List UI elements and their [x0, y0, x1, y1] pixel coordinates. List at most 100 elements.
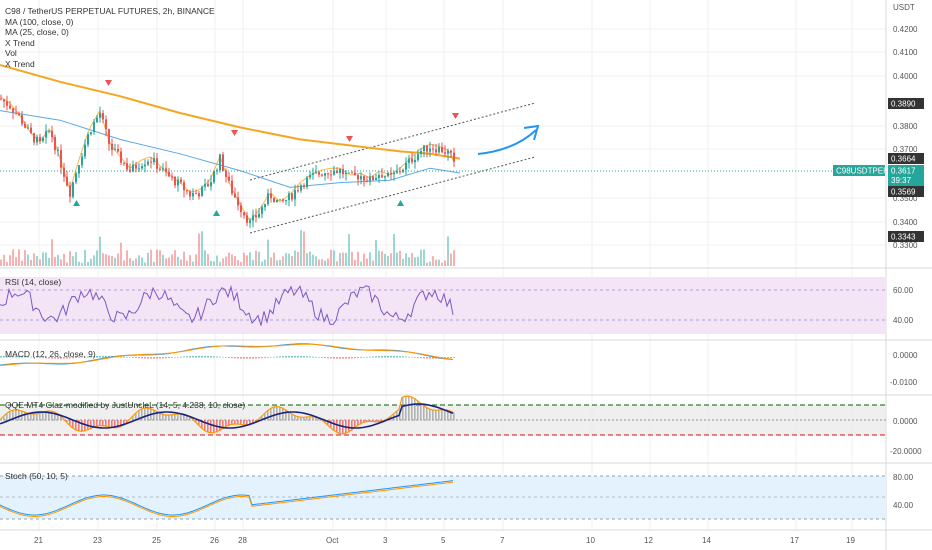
macd-hist-bar — [396, 355, 398, 358]
volume-bar — [201, 231, 203, 266]
macd-hist-bar — [303, 356, 305, 358]
candle-body — [150, 161, 152, 163]
macd-hist-bar — [429, 357, 431, 359]
volume-bar — [273, 252, 275, 266]
volume-bar — [396, 252, 398, 266]
horizontal-grid — [0, 28, 886, 246]
volume-bar — [420, 249, 422, 266]
qqe-hist-bar — [270, 408, 272, 421]
rsi-pane-title[interactable]: RSI (14, close) — [5, 277, 62, 287]
macd-hist-bar — [183, 356, 185, 358]
candle-body — [51, 130, 53, 138]
chart-title[interactable]: C98 / TetherUS PERPETUAL FUTURES, 2h, BI… — [5, 6, 215, 16]
volume-bar — [339, 253, 341, 266]
macd-hist-bar — [276, 356, 278, 358]
qqe-hist-bar — [420, 402, 422, 421]
macd-hist-bar — [360, 357, 362, 358]
volume-bar — [171, 254, 173, 266]
candle-body — [321, 174, 323, 176]
macd-hist-bar — [330, 357, 332, 359]
candle-body — [15, 112, 17, 114]
macd-hist-bar — [318, 357, 320, 358]
legend-item-ma25[interactable]: MA (25, close, 0) — [5, 27, 69, 37]
qqe-hist-bar — [57, 413, 59, 421]
volume-bar — [24, 250, 26, 266]
volume-bar — [381, 251, 383, 266]
volume-bar — [57, 254, 59, 266]
volume-bar — [264, 259, 266, 266]
candle-body — [423, 145, 425, 152]
volume-bar — [9, 255, 11, 266]
macd-hist-bar — [387, 355, 389, 358]
qqe-hist-bar — [0, 420, 2, 421]
candle-body — [450, 150, 452, 153]
candle-body — [399, 171, 401, 173]
volume-bar — [81, 262, 83, 266]
stoch-pane-title[interactable]: Stoch (50, 10, 5) — [5, 471, 68, 481]
price-tick: 0.4200 — [893, 25, 918, 34]
legend-item-ma100[interactable]: MA (100, close, 0) — [5, 16, 74, 27]
macd-hist-bar — [222, 356, 224, 358]
candle-body — [354, 172, 356, 176]
macd-hist-bar — [186, 356, 188, 358]
indicator-axis: 60.00 40.00 0.0000 -0.0100 0.0000 -20.00… — [890, 286, 922, 510]
macd-pane-title[interactable]: MACD (12, 26, close, 9) — [5, 349, 96, 359]
volume-bar — [63, 253, 65, 266]
sell-signal-marker — [346, 136, 353, 142]
candle-body — [246, 215, 248, 223]
macd-hist-bar — [219, 356, 221, 358]
volume-bar — [51, 239, 53, 266]
volume-bar — [162, 254, 164, 266]
macd-hist-bar — [153, 357, 155, 359]
volume-bar — [210, 260, 212, 266]
volume-bar — [330, 249, 332, 266]
price-axis[interactable]: USDT 0.4200 0.4100 0.4000 0.3800 0.3700 … — [893, 3, 918, 250]
macd-hist-bar — [339, 357, 341, 359]
macd-hist-bar — [405, 356, 407, 358]
candle-body — [96, 117, 98, 123]
volume-bar — [156, 249, 158, 266]
macd-hist-bar — [123, 356, 125, 358]
candle-body — [357, 175, 359, 180]
candle-body — [288, 193, 290, 200]
qqe-hist-bar — [174, 414, 176, 421]
volume-bar — [33, 253, 35, 266]
volume-bar — [306, 253, 308, 266]
macd-hist-bar — [192, 355, 194, 358]
candle-body — [336, 170, 338, 174]
macd-hist-bar — [201, 355, 203, 358]
candle-body — [327, 173, 329, 175]
time-axis[interactable]: 21 23 25 26 28 Oct 3 5 7 10 12 14 17 19 — [34, 536, 855, 545]
volume-bar — [354, 260, 356, 266]
qqe-hist-bar — [96, 420, 98, 427]
macd-hist-bar — [189, 356, 191, 358]
price-tick: 0.3500 — [893, 194, 918, 203]
volume-bar — [261, 261, 263, 266]
qqe-hist-bar — [423, 405, 425, 421]
qqe-hist-bar — [264, 414, 266, 421]
candle-body — [348, 172, 350, 174]
candle-body — [87, 134, 89, 145]
legend-item-xtrend-2[interactable]: X Trend — [5, 58, 35, 69]
legend-item-xtrend[interactable]: X Trend — [5, 37, 35, 48]
macd-hist-bar — [243, 357, 245, 359]
qqe-pane-title[interactable]: QQE MT4 Glaz-modified by JustUncleL (14,… — [5, 400, 246, 410]
qqe-hist-bar — [222, 420, 224, 430]
macd-hist-bar — [75, 357, 77, 358]
macd-hist-bar — [126, 356, 128, 358]
qqe-hist-bar — [51, 411, 53, 421]
candle-body — [21, 114, 23, 124]
candle-body — [408, 158, 410, 163]
qqe-hist-bar — [294, 415, 296, 421]
volume-bar — [207, 254, 209, 266]
macd-hist-bar — [306, 356, 308, 358]
candle-body — [255, 215, 257, 218]
candle-body — [264, 204, 266, 208]
macd-hist-bar — [57, 357, 59, 359]
qqe-hist-bar — [39, 413, 41, 421]
qqe-hist-bar — [168, 415, 170, 421]
volume-bar — [357, 251, 359, 266]
macd-hist-bar — [105, 355, 107, 358]
legend-item-vol[interactable]: Vol — [5, 48, 17, 58]
